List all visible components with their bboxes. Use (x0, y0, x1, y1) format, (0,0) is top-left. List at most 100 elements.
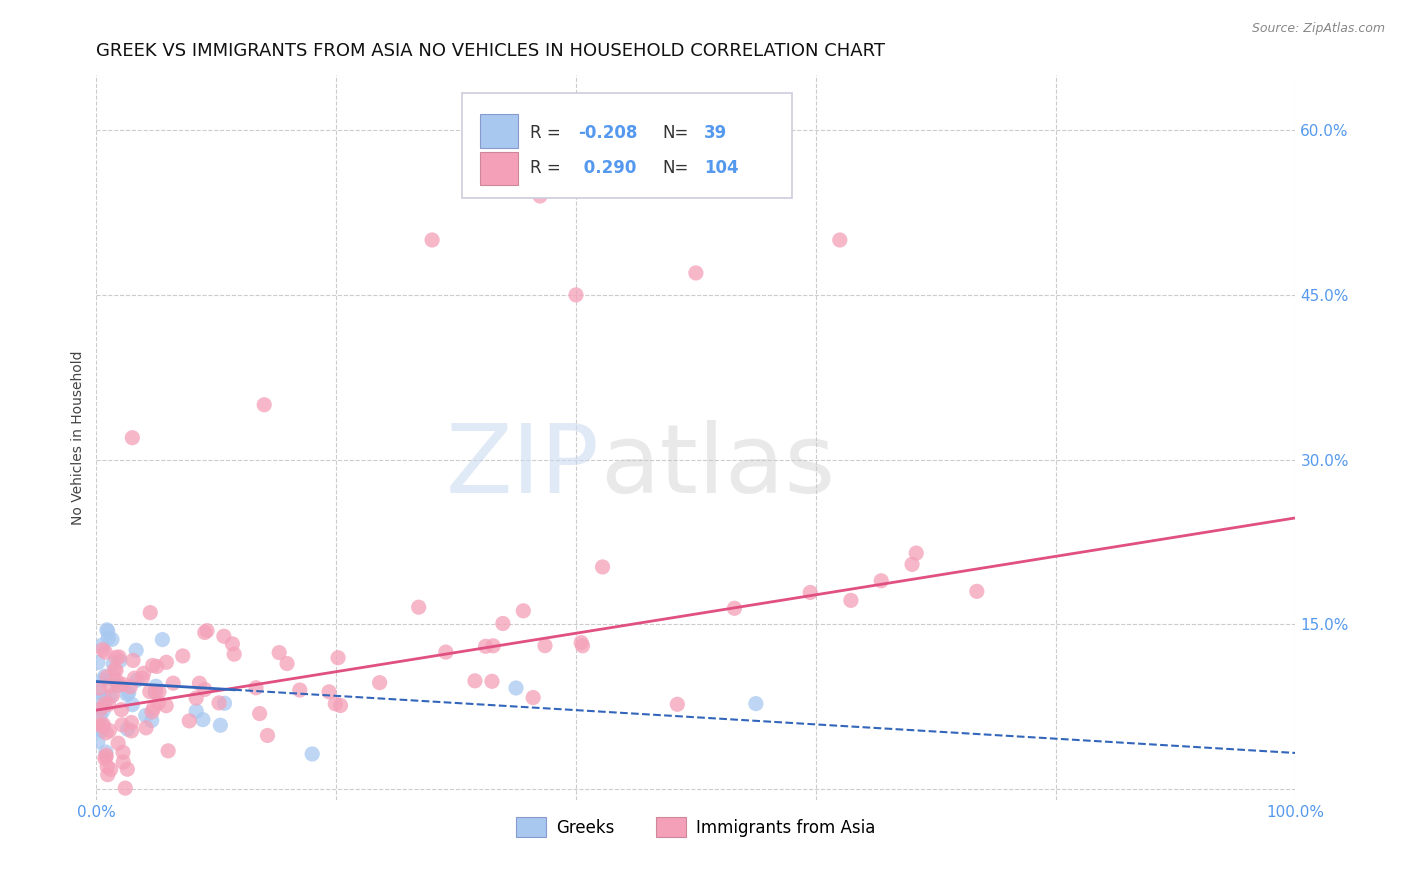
Text: R =: R = (530, 159, 561, 177)
Point (474, 640, 496, 654)
Point (97, 624, 120, 639)
Point (120, 680, 142, 694)
Point (142, 701, 165, 715)
Point (799, 585, 821, 599)
Point (89, 681, 111, 696)
Point (139, 606, 162, 620)
Point (90, 723, 112, 737)
Point (148, 684, 170, 698)
Point (91, 704, 114, 718)
Point (249, 706, 271, 721)
Point (97, 698, 120, 712)
Point (666, 698, 689, 712)
Point (108, 649, 131, 664)
Point (148, 696, 170, 710)
Point (98, 679, 121, 693)
Point (96, 726, 118, 740)
Point (256, 729, 278, 743)
Point (194, 682, 217, 697)
Point (505, 681, 527, 695)
Point (94, 669, 117, 683)
Point (97, 631, 120, 645)
Point (224, 647, 246, 661)
Point (96, 623, 118, 637)
Point (108, 654, 131, 668)
Point (186, 704, 208, 718)
Point (172, 648, 194, 663)
Legend: Greeks, Immigrants from Asia: Greeks, Immigrants from Asia (509, 811, 883, 844)
Point (318, 685, 340, 699)
Point (127, 673, 149, 687)
Point (120, 715, 142, 730)
Point (91, 642, 114, 657)
Point (112, 677, 135, 691)
Point (125, 643, 148, 657)
FancyBboxPatch shape (463, 94, 792, 198)
Text: N=: N= (662, 159, 689, 177)
Point (482, 639, 505, 653)
Point (966, 584, 988, 599)
Point (96, 670, 118, 684)
Point (155, 655, 177, 669)
Point (101, 632, 124, 647)
Point (90, 723, 112, 738)
Point (117, 722, 139, 736)
Point (269, 646, 291, 660)
Point (132, 666, 155, 681)
Point (323, 697, 346, 711)
Point (110, 703, 132, 717)
Point (512, 604, 534, 618)
Point (120, 723, 142, 738)
Point (569, 635, 592, 649)
Point (905, 546, 928, 560)
Text: N=: N= (662, 124, 689, 142)
Point (565, 288, 588, 302)
Point (464, 673, 486, 688)
Point (141, 705, 163, 719)
Point (839, 593, 862, 607)
Point (301, 747, 323, 761)
Point (121, 431, 143, 445)
Point (94, 645, 117, 659)
Point (117, 762, 139, 776)
Point (143, 685, 166, 699)
Point (186, 691, 208, 706)
Point (253, 398, 276, 412)
FancyBboxPatch shape (479, 152, 519, 186)
Point (115, 687, 138, 701)
Point (194, 625, 217, 640)
Point (571, 639, 593, 653)
Point (100, 763, 122, 777)
Point (118, 686, 141, 700)
Point (104, 650, 127, 665)
Point (91, 717, 114, 731)
Point (901, 558, 924, 572)
Point (91, 673, 114, 687)
Point (592, 560, 614, 574)
Text: -0.208: -0.208 (578, 124, 638, 142)
Point (101, 689, 124, 703)
Point (162, 676, 184, 690)
Point (107, 679, 129, 693)
Point (195, 624, 218, 638)
Text: R =: R = (530, 124, 561, 142)
Point (245, 681, 267, 695)
Text: 39: 39 (704, 124, 727, 142)
Point (139, 684, 162, 698)
Point (103, 671, 125, 685)
Point (103, 657, 125, 671)
Point (288, 683, 311, 698)
Point (135, 708, 157, 723)
Point (141, 714, 163, 728)
Point (114, 781, 136, 796)
Point (276, 657, 298, 671)
Point (146, 659, 169, 673)
Y-axis label: No Vehicles in Household: No Vehicles in Household (72, 351, 86, 525)
Point (94, 750, 117, 764)
Point (685, 266, 707, 280)
Point (94, 751, 117, 765)
Point (723, 601, 745, 615)
Point (434, 645, 457, 659)
Point (122, 653, 145, 667)
Point (828, 233, 851, 247)
